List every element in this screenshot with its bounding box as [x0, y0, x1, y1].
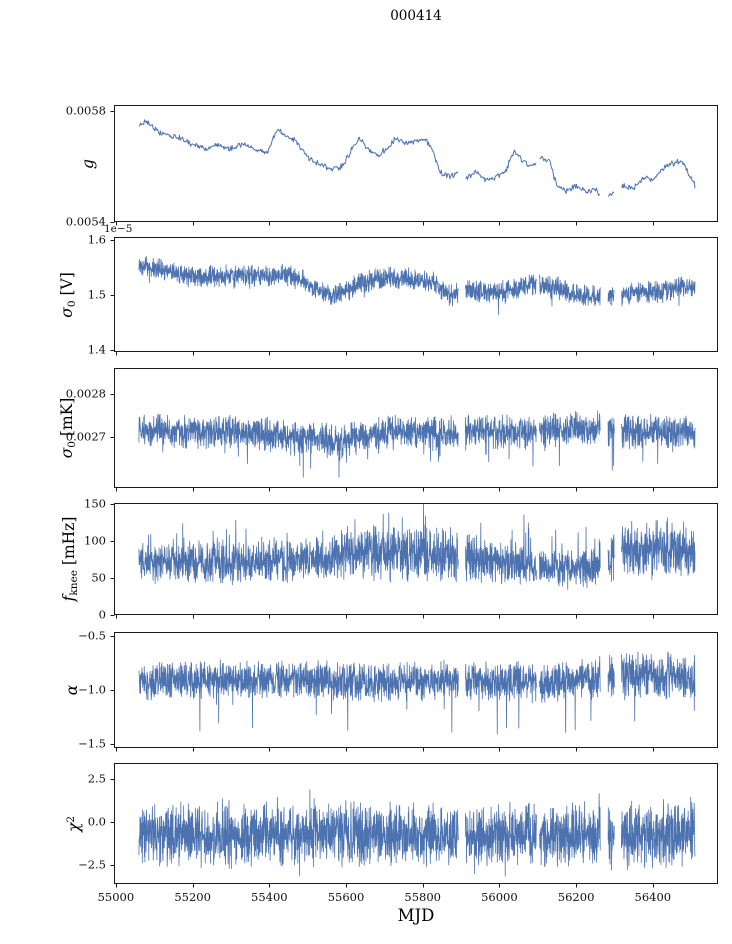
y-tick-label-chi2: −2.5: [78, 857, 106, 872]
y-axis-label-segment: g: [79, 158, 97, 169]
y-axis-offset-text-sigma0_V: 1e−5: [104, 223, 133, 235]
y-tick-label-chi2: 0.0: [87, 814, 106, 829]
y-axis-label-segment: [mK]: [57, 397, 76, 442]
y-tick-label-sigma0_V: 1.6: [87, 232, 106, 247]
x-tick-label: 55600: [327, 890, 365, 904]
y-axis-label-segment: f: [59, 595, 78, 602]
y-axis-label-alpha: α: [63, 685, 81, 695]
x-tick-label: 56000: [481, 890, 518, 904]
panel-sigma0_mK-plot: [106, 360, 726, 496]
y-axis-label-sigma0_V: σ0 [V]: [58, 272, 78, 318]
y-tick-label-sigma0_V: 1.5: [87, 287, 106, 302]
y-tick-label-g: 0.0054: [65, 214, 106, 229]
y-tick-label-f_knee: 0: [98, 607, 106, 622]
y-axis-label-chi2: χ2: [65, 815, 83, 831]
x-tick-label: 55800: [404, 890, 441, 904]
y-tick-label-alpha: −0.5: [78, 628, 106, 643]
y-axis-label-segment: σ: [57, 447, 76, 459]
panel-alpha-plot: [106, 624, 726, 756]
chart-title: 000414: [390, 8, 442, 24]
y-tick-label-alpha: −1.0: [78, 682, 106, 697]
x-tick-label: 55000: [97, 890, 135, 904]
y-tick-label-f_knee: 100: [84, 533, 106, 548]
y-tick-label-f_knee: 150: [84, 496, 106, 511]
y-tick-label-sigma0_mK: 0.0028: [65, 386, 106, 401]
y-axis-label-g: g: [79, 159, 97, 169]
y-tick-label-sigma0_mK: 0.0027: [65, 429, 106, 444]
panel-f_knee-plot: [106, 495, 726, 623]
y-axis-label-f_knee: fknee [mHz]: [60, 517, 80, 602]
y-tick-label-sigma0_V: 1.4: [87, 342, 106, 357]
x-tick-label: 56400: [634, 890, 672, 904]
y-axis-label-segment: [V]: [57, 271, 76, 300]
x-tick-label: 55200: [174, 890, 211, 904]
y-axis-label-segment: [mHz]: [59, 516, 78, 571]
y-tick-label-f_knee: 50: [91, 570, 106, 585]
y-axis-label-segment: 0: [66, 299, 79, 307]
x-axis-label: MJD: [397, 906, 435, 925]
y-tick-label-chi2: 2.5: [87, 771, 106, 786]
y-axis-label-segment: χ: [65, 822, 84, 832]
y-axis-label-segment: knee: [68, 570, 81, 596]
y-axis-label-sigma0_mK: σ0 [mK]: [58, 398, 78, 459]
y-axis-label-segment: α: [63, 684, 81, 696]
y-tick-label-g: 0.0058: [65, 103, 106, 118]
panel-sigma0_V-plot: [106, 229, 726, 360]
x-tick-label: 55400: [251, 890, 288, 904]
panel-chi2-plot: [106, 755, 726, 892]
y-axis-label-segment: σ: [57, 306, 76, 318]
panel-g-plot: [106, 97, 726, 230]
y-axis-label-segment: 2: [64, 815, 77, 823]
y-tick-label-alpha: −1.5: [78, 736, 106, 751]
y-axis-label-segment: 0: [66, 441, 79, 448]
x-tick-label: 56200: [557, 890, 595, 904]
